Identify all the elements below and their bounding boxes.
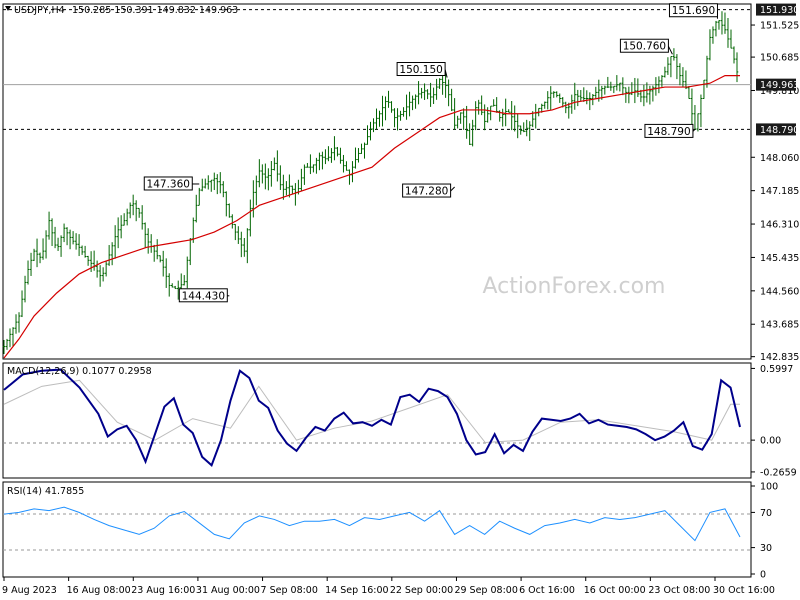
callout-label: 147.280 [405, 186, 448, 198]
callout-label: 144.430 [182, 290, 225, 302]
rsi-panel-frame [2, 481, 752, 578]
time-tick-label: 29 Sep 08:00 [454, 585, 517, 596]
rsi-tick-label: 70 [760, 508, 772, 519]
callout-box [396, 62, 446, 77]
macd-axis: 0.5997 0.00 -0.2659 [751, 364, 797, 478]
rsi-axis: 100 70 30 0 [751, 482, 778, 581]
callout-box [178, 288, 228, 303]
time-tick-label: 23 Oct 08:00 [648, 585, 710, 596]
macd-tick-label: -0.2659 [760, 467, 797, 478]
macd-main-line [3, 368, 741, 467]
price-mark-label: 149.963 [760, 80, 799, 91]
time-tick-label: 9 Aug 2023 [2, 585, 57, 596]
price-tick-label: 147.185 [760, 186, 799, 197]
time-tick-label: 16 Aug 08:00 [67, 585, 131, 596]
price-callouts: 147.360 144.430 150.150 147.280 150.760 151.6… [143, 3, 718, 303]
callout-box [143, 176, 193, 191]
time-tick-label: 7 Sep 08:00 [261, 585, 318, 596]
price-tick-label: 150.685 [760, 53, 799, 64]
price-mark-box [756, 78, 796, 91]
price-mark-box [756, 3, 796, 16]
callout-label: 150.150 [399, 64, 442, 76]
callout-box [668, 3, 718, 18]
rsi-tick-label: 0 [760, 570, 766, 581]
rsi-title: RSI(14) 41.7855 [7, 486, 84, 497]
callout-label: 147.360 [147, 178, 190, 190]
time-tick-label: 30 Oct 16:00 [713, 585, 775, 596]
moving-average-line [3, 74, 740, 359]
macd-tick-label: 0.5997 [760, 364, 793, 375]
macd-panel: 0.5997 0.00 -0.2659 MACD(12,26,9) 0.1077 0… [2, 362, 797, 479]
time-tick-label: 23 Aug 16:00 [131, 585, 195, 596]
callout-box [644, 123, 694, 138]
macd-signal-line [3, 379, 740, 444]
price-mark-label: 151.930 [760, 5, 799, 16]
price-marks: 151.930 149.963 148.790 [756, 3, 799, 136]
price-tick-label: 151.525 [760, 21, 799, 32]
macd-tick-label: 0.00 [760, 436, 781, 447]
rsi-tick-label: 30 [760, 543, 772, 554]
time-tick-label: 22 Sep 00:00 [390, 585, 453, 596]
callout-box [619, 38, 669, 53]
price-tick-label: 142.835 [760, 352, 799, 363]
macd-panel-frame [2, 362, 752, 479]
price-panel-frame [2, 3, 752, 360]
callout-label: 150.760 [623, 41, 666, 53]
callout-leader [667, 46, 673, 55]
macd-title: MACD(12,26,9) 0.1077 0.2958 [7, 366, 152, 377]
time-axis: 9 Aug 2023 16 Aug 08:00 23 Aug 16:00 31 Aug… [2, 577, 775, 596]
price-candles [2, 11, 739, 355]
rsi-tick-label: 100 [760, 482, 778, 493]
time-tick-label: 16 Oct 00:00 [584, 585, 646, 596]
price-panel: ActionForex.com 151.525 150.685 149.810 148… [2, 3, 799, 363]
watermark: ActionForex.com [483, 274, 666, 299]
price-tick-label: 146.310 [760, 220, 799, 231]
collapse-triangle-icon[interactable] [5, 6, 11, 11]
callout-box [402, 183, 452, 198]
time-tick-label: 31 Aug 00:00 [196, 585, 260, 596]
callout-label: 148.790 [647, 126, 690, 138]
symbol-label: USDJPY,H4 [14, 5, 65, 16]
header-label: USDJPY,H4 150.285 150.391 149.832 149.96… [5, 5, 238, 16]
time-tick-label: 6 Oct 16:00 [519, 585, 575, 596]
rsi-line [3, 506, 741, 542]
price-tick-label: 143.685 [760, 320, 799, 331]
time-tick-label: 14 Sep 16:00 [325, 585, 388, 596]
callout-leader [450, 186, 455, 192]
callout-label: 151.690 [672, 5, 715, 17]
rsi-panel: 100 70 30 0 RSI(14) 41.7855 [2, 481, 778, 581]
price-tick-label: 145.435 [760, 253, 799, 264]
price-tick-label: 148.060 [760, 153, 799, 164]
price-mark-box [756, 123, 796, 136]
price-tick-label: 144.560 [760, 286, 799, 297]
price-tick-label: 149.810 [760, 86, 799, 97]
price-mark-label: 148.790 [760, 125, 799, 136]
price-axis: 151.525 150.685 149.810 148.060 147.185 146.3… [751, 21, 799, 363]
ohlc-label: 150.285 150.391 149.832 149.963 [72, 5, 238, 16]
